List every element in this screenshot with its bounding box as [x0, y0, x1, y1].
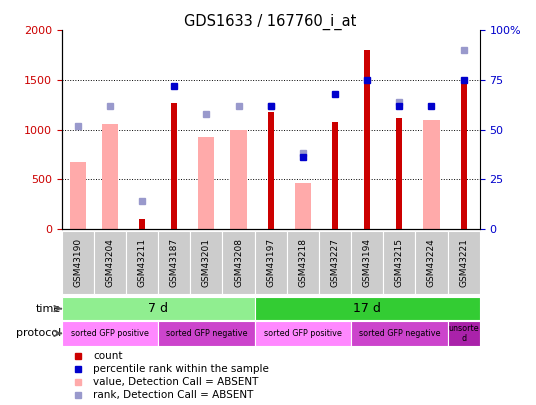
FancyBboxPatch shape [351, 321, 448, 346]
Text: sorted GFP negative: sorted GFP negative [166, 329, 247, 338]
Text: GSM43190: GSM43190 [73, 238, 82, 287]
FancyBboxPatch shape [126, 231, 158, 294]
Bar [102, 124, 118, 229]
FancyBboxPatch shape [448, 321, 480, 346]
Bar [172, 103, 177, 229]
Bar [230, 130, 247, 229]
Text: rank, Detection Call = ABSENT: rank, Detection Call = ABSENT [93, 390, 254, 401]
FancyBboxPatch shape [287, 231, 319, 294]
FancyBboxPatch shape [415, 231, 448, 294]
Text: GSM43215: GSM43215 [395, 238, 404, 287]
FancyBboxPatch shape [158, 321, 255, 346]
Text: sorted GFP negative: sorted GFP negative [359, 329, 440, 338]
Bar [397, 117, 402, 229]
Bar [364, 50, 370, 229]
FancyBboxPatch shape [351, 231, 383, 294]
Text: sorted GFP positive: sorted GFP positive [264, 329, 342, 338]
FancyBboxPatch shape [255, 321, 351, 346]
Bar [198, 137, 214, 229]
Bar [70, 162, 86, 229]
Bar [332, 122, 338, 229]
Text: GSM43227: GSM43227 [331, 238, 339, 287]
Text: GSM43197: GSM43197 [266, 238, 275, 287]
FancyBboxPatch shape [319, 231, 351, 294]
Text: value, Detection Call = ABSENT: value, Detection Call = ABSENT [93, 377, 258, 388]
FancyBboxPatch shape [62, 297, 255, 320]
FancyBboxPatch shape [383, 231, 415, 294]
Text: GSM43187: GSM43187 [170, 238, 178, 287]
Text: percentile rank within the sample: percentile rank within the sample [93, 364, 269, 374]
Text: protocol: protocol [16, 328, 61, 339]
FancyBboxPatch shape [62, 231, 94, 294]
Text: GSM43204: GSM43204 [106, 238, 114, 287]
Text: count: count [93, 351, 123, 361]
Bar [268, 112, 273, 229]
FancyBboxPatch shape [62, 321, 158, 346]
FancyBboxPatch shape [255, 297, 480, 320]
Bar [461, 80, 466, 229]
Text: 7 d: 7 d [148, 302, 168, 315]
FancyBboxPatch shape [448, 231, 480, 294]
Text: GSM43194: GSM43194 [363, 238, 371, 287]
FancyBboxPatch shape [222, 231, 255, 294]
Text: GSM43201: GSM43201 [202, 238, 211, 287]
Text: GSM43211: GSM43211 [138, 238, 146, 287]
Title: GDS1633 / 167760_i_at: GDS1633 / 167760_i_at [184, 14, 357, 30]
FancyBboxPatch shape [255, 231, 287, 294]
FancyBboxPatch shape [190, 231, 222, 294]
Text: GSM43218: GSM43218 [299, 238, 307, 287]
Text: sorted GFP positive: sorted GFP positive [71, 329, 149, 338]
Bar [139, 219, 145, 229]
Text: GSM43221: GSM43221 [459, 238, 468, 287]
Text: GSM43208: GSM43208 [234, 238, 243, 287]
Text: GSM43224: GSM43224 [427, 239, 436, 287]
Bar [295, 183, 311, 229]
Text: 17 d: 17 d [353, 302, 381, 315]
Text: time: time [36, 304, 61, 313]
Bar [423, 119, 440, 229]
FancyBboxPatch shape [94, 231, 126, 294]
Text: unsorte
d: unsorte d [448, 324, 479, 343]
FancyBboxPatch shape [158, 231, 190, 294]
